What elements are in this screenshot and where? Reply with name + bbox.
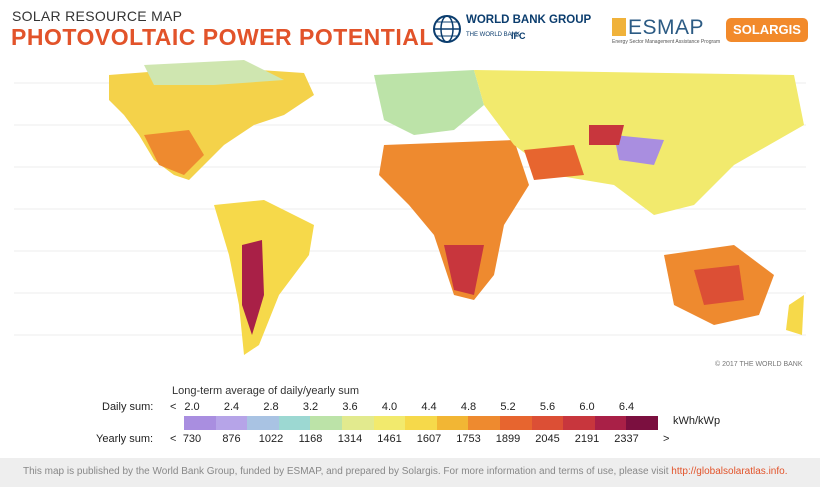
worldbank-logo: WORLD BANK GROUP THE WORLD BANK IFC xyxy=(432,14,592,48)
legend-swatch xyxy=(594,416,627,430)
page-title: PHOTOVOLTAIC POWER POTENTIAL xyxy=(11,24,434,50)
yearly-tick-label: 1022 xyxy=(258,433,284,445)
legend-swatch xyxy=(247,416,279,430)
footer-text: This map is published by the World Bank … xyxy=(23,466,787,477)
land-europe xyxy=(374,70,484,135)
yearly-gt-symbol: > xyxy=(663,433,670,445)
legend-swatch xyxy=(499,416,532,430)
yearly-tick-label: 730 xyxy=(182,433,202,445)
legend-swatch xyxy=(278,416,311,430)
land-south-america xyxy=(214,200,314,355)
yearly-tick-label: 1168 xyxy=(298,433,323,445)
daily-lt-symbol: < xyxy=(170,401,177,413)
daily-tick-label: 6.0 xyxy=(579,401,595,413)
daily-tick-label: 4.0 xyxy=(381,401,398,413)
legend-swatch xyxy=(626,416,658,430)
esmap-logo: ESMAP Energy Sector Management Assistanc… xyxy=(612,16,720,45)
legend-swatch xyxy=(373,416,406,430)
daily-tick-label: 3.2 xyxy=(302,401,319,413)
esmap-name: ESMAP xyxy=(628,16,705,39)
footer-link[interactable]: http://globalsolaratlas.info. xyxy=(671,466,788,477)
yearly-tick-label: 1607 xyxy=(416,433,442,445)
unit-label: kWh/kWp xyxy=(673,415,721,427)
legend-swatch xyxy=(436,416,469,430)
legend-swatch xyxy=(468,416,500,430)
yearly-tick-label: 1899 xyxy=(495,433,521,445)
daily-tick-label: 4.4 xyxy=(421,401,437,413)
legend-swatch xyxy=(341,416,374,430)
esmap-mark-icon xyxy=(612,18,626,36)
ifc-label: IFC xyxy=(511,31,526,41)
esmap-tagline: Energy Sector Management Assistance Prog… xyxy=(612,39,721,45)
yearly-tick-label: 1753 xyxy=(456,433,481,445)
legend-swatch xyxy=(531,416,564,430)
daily-tick-label: 2.8 xyxy=(263,401,279,413)
daily-tick-label: 2.4 xyxy=(223,401,240,413)
map-copyright: © 2017 THE WORLD BANK xyxy=(715,361,803,368)
yearly-tick-label: 2191 xyxy=(574,433,600,445)
daily-tick-label: 4.8 xyxy=(460,401,477,413)
footer: This map is published by the World Bank … xyxy=(0,458,820,487)
worldbank-sub: THE WORLD BANK xyxy=(466,32,521,38)
solargis-logo: SOLARGIS xyxy=(726,18,808,42)
worldbank-name: WORLD BANK GROUP xyxy=(466,14,592,26)
land-africa xyxy=(379,140,529,300)
yearly-tick-label: 1461 xyxy=(377,433,402,445)
legend-swatch xyxy=(563,416,595,430)
yearly-tick-label: 2045 xyxy=(535,433,560,445)
yearly-lt-symbol: < xyxy=(170,433,177,445)
yearly-sum-label: Yearly sum: xyxy=(96,433,154,445)
daily-tick-label: 6.4 xyxy=(618,401,635,413)
color-scale xyxy=(184,416,658,430)
legend-swatch xyxy=(310,416,342,430)
legend-swatch xyxy=(405,416,437,430)
daily-tick-label: 5.6 xyxy=(539,401,556,413)
world-solar-map xyxy=(14,55,806,371)
yearly-tick-label: 2337 xyxy=(614,433,639,445)
daily-tick-label: 5.2 xyxy=(500,401,516,413)
legend-swatch xyxy=(215,416,248,430)
legend-swatch xyxy=(184,416,216,430)
header-subtitle: SOLAR RESOURCE MAP xyxy=(12,8,183,24)
daily-tick-label: 3.6 xyxy=(342,401,358,413)
daily-tick-label: 2.0 xyxy=(184,401,200,413)
legend-title: Long-term average of daily/yearly sum xyxy=(172,385,360,397)
yearly-tick-label: 1314 xyxy=(337,433,363,445)
globe-icon xyxy=(433,15,461,43)
footer-description: This map is published by the World Bank … xyxy=(23,466,669,477)
yearly-tick-label: 876 xyxy=(222,433,241,445)
daily-sum-label: Daily sum: xyxy=(102,401,154,413)
